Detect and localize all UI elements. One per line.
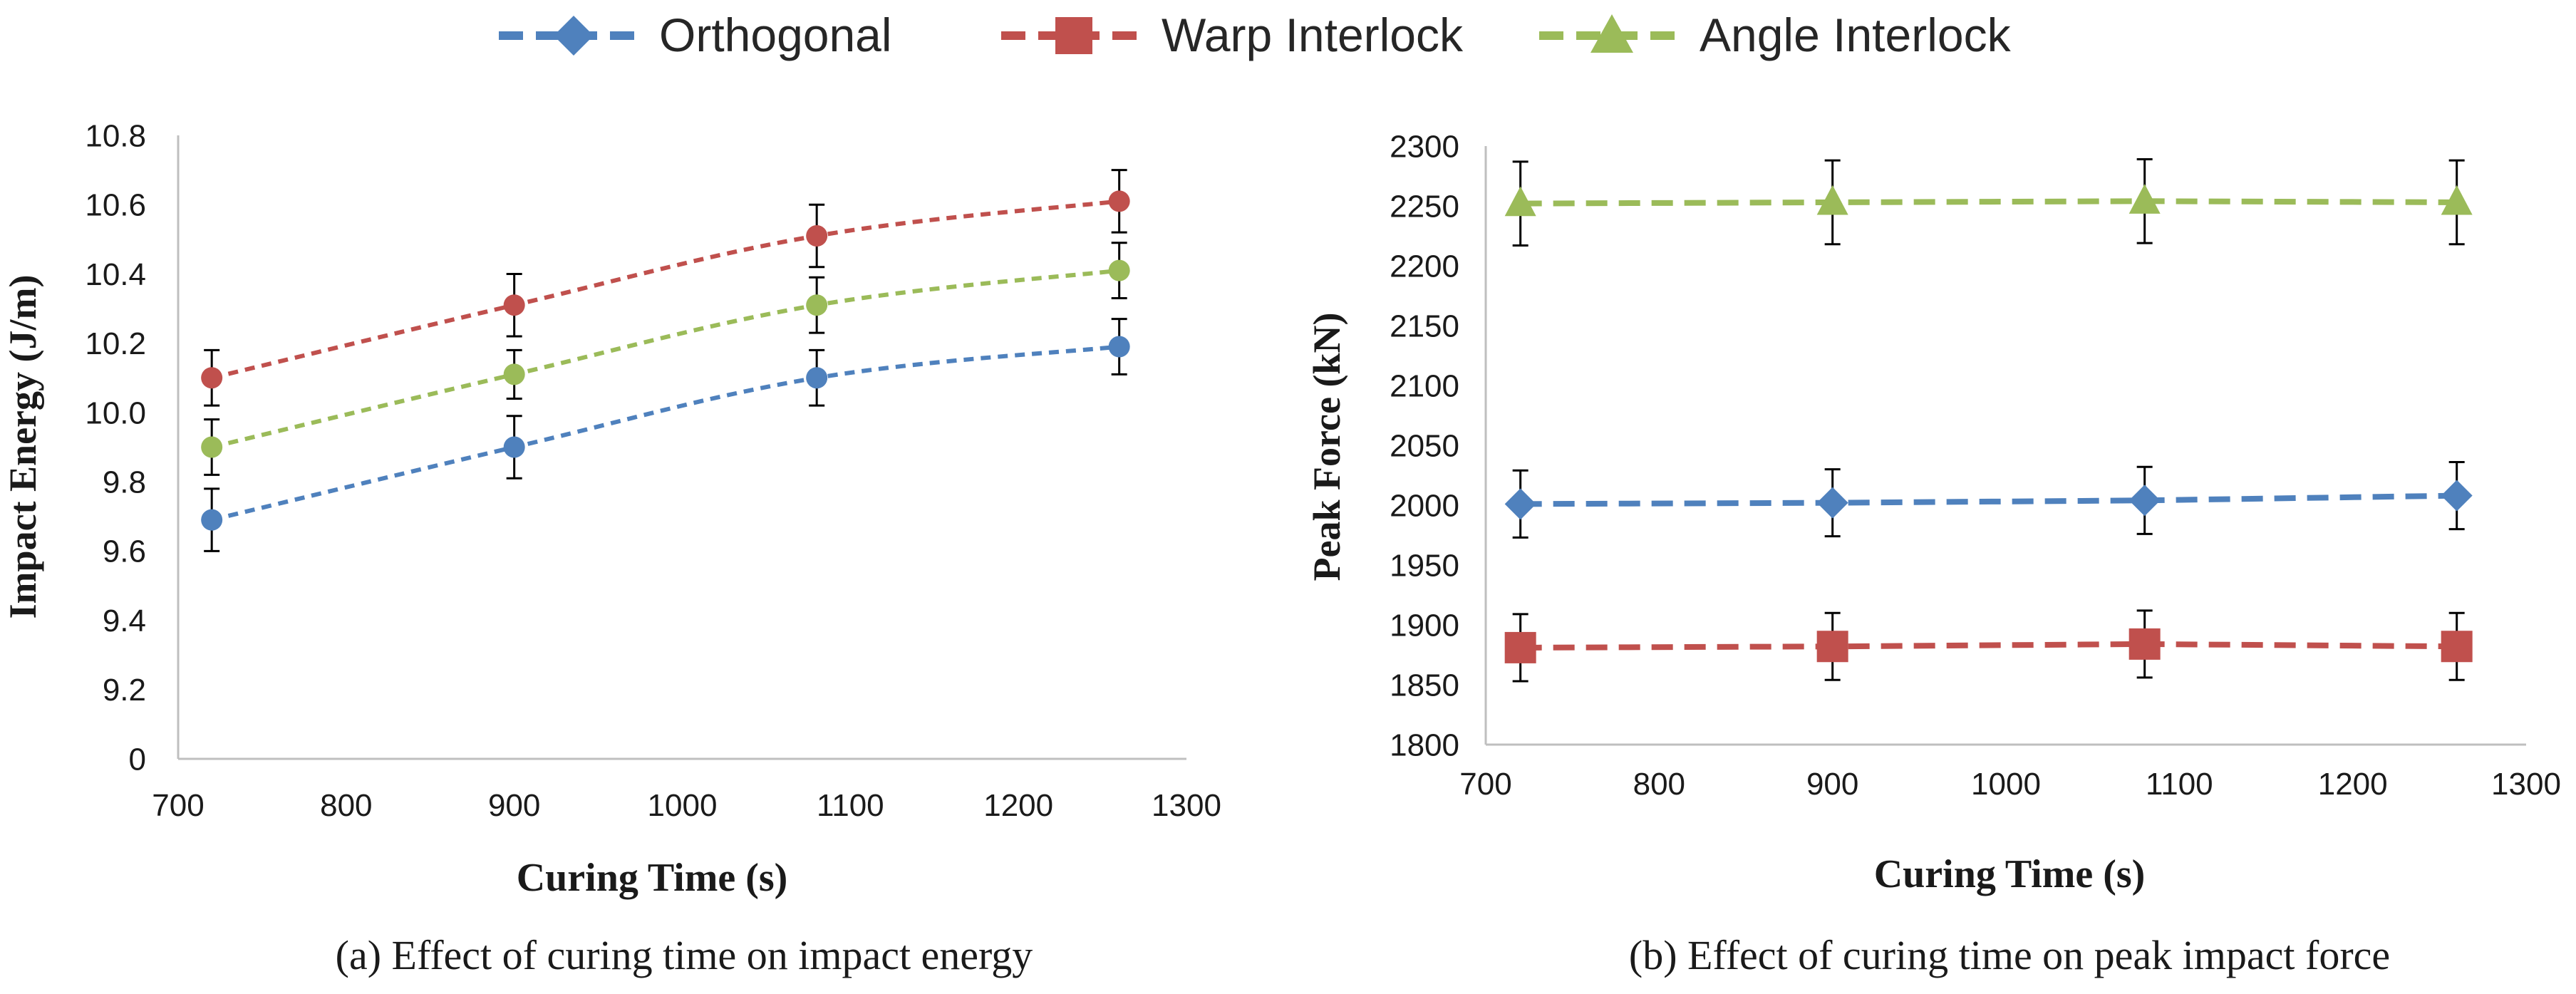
triangle-marker-icon [1590, 14, 1633, 53]
x-tick-labels: 700 800 900 1000 1100 1200 1300 [152, 788, 1221, 823]
y-tick-label: 10.8 [85, 118, 146, 153]
x-tick-label: 1100 [817, 788, 884, 823]
data-point [806, 367, 828, 389]
legend-item-orthogonal: Orthogonal [499, 9, 892, 61]
x-tick-label: 900 [1806, 767, 1858, 802]
caption-b: (b) Effect of curing time on peak impact… [1629, 932, 2390, 978]
y-tick-label: 1950 [1390, 548, 1459, 583]
legend: Orthogonal Warp Interlock Angle Interloc… [499, 9, 2012, 61]
y-tick-label: 2100 [1390, 368, 1459, 403]
x-axis-label: Curing Time (s) [517, 856, 788, 900]
y-tick-label: 2300 [1390, 129, 1459, 164]
data-point [1816, 487, 1848, 519]
series-line [211, 268, 1120, 450]
x-tick-label: 1100 [2146, 767, 2213, 802]
y-tick-label: 9.4 [103, 604, 146, 638]
series-line [1520, 492, 2457, 507]
data-point [2441, 480, 2473, 512]
data-point [2128, 184, 2161, 214]
y-tick-label: 10.6 [85, 188, 146, 223]
y-tick-label: 9.2 [103, 673, 146, 708]
data-point [1108, 336, 1130, 358]
data-point [1816, 185, 1848, 215]
x-tick-label: 1300 [1152, 788, 1221, 823]
series-line [211, 344, 1119, 522]
x-tick-label: 700 [1459, 767, 1511, 802]
data-point [1816, 631, 1848, 663]
series-orthogonal [1504, 461, 2473, 539]
series-angle-interlock [201, 242, 1130, 476]
data-point [1108, 190, 1130, 212]
data-point [2128, 485, 2161, 517]
data-point [201, 436, 223, 458]
y-axis-label: Peak Force (kN) [1305, 313, 1348, 581]
legend-label-orthogonal: Orthogonal [659, 9, 892, 61]
caption-a: (a) Effect of curing time on impact ener… [336, 932, 1033, 978]
y-tick-label: 1850 [1390, 668, 1459, 703]
y-tick-label: 2150 [1390, 309, 1459, 343]
data-point [503, 363, 525, 385]
x-axis-label: Curing Time (s) [1874, 852, 2146, 896]
legend-item-angle-interlock: Angle Interlock [1539, 9, 2012, 61]
y-tick-label: 10.0 [85, 395, 146, 430]
y-tick-label: 2250 [1390, 189, 1459, 224]
data-point [1108, 259, 1130, 281]
data-point [503, 436, 525, 458]
series-orthogonal [201, 318, 1130, 552]
y-tick-label: 2050 [1390, 428, 1459, 463]
x-tick-label: 1000 [1971, 767, 2041, 802]
legend-item-warp-interlock: Warp Interlock [1001, 9, 1464, 61]
y-tick-label: 10.4 [85, 257, 146, 292]
legend-label-angle-interlock: Angle Interlock [1700, 9, 2012, 61]
plot-area [1504, 157, 2473, 683]
data-point [2128, 628, 2161, 660]
data-point [1504, 488, 1536, 520]
x-tick-label: 800 [320, 788, 372, 823]
data-point [201, 367, 223, 389]
data-point [2441, 185, 2473, 215]
series-line [211, 199, 1120, 380]
diamond-marker-icon [554, 16, 594, 56]
data-point [201, 509, 223, 531]
y-tick-label: 0 [129, 742, 146, 777]
square-marker-icon [1055, 17, 1092, 54]
x-tick-label: 1200 [983, 788, 1053, 823]
series-warp-interlock [201, 169, 1130, 407]
y-tick-label: 1800 [1390, 728, 1459, 762]
y-tick-label: 9.8 [103, 465, 146, 500]
y-axis-label: Impact Energy (J/m) [1, 275, 44, 619]
y-tick-label: 10.2 [85, 326, 146, 361]
x-tick-label: 700 [152, 788, 204, 823]
x-tick-label: 1000 [648, 788, 718, 823]
x-tick-label: 900 [488, 788, 540, 823]
y-tick-labels: 0 9.2 9.4 9.6 9.8 10.0 10.2 10.4 10.6 10.8 [85, 118, 146, 777]
data-point [806, 224, 828, 247]
y-tick-label: 1900 [1390, 608, 1459, 643]
series-warp-interlock [1504, 609, 2473, 683]
plot-area [201, 169, 1130, 552]
data-point [806, 294, 828, 316]
chart-impact-energy: 0 9.2 9.4 9.6 9.8 10.0 10.2 10.4 10.6 10.8 700 800… [1, 118, 1221, 900]
data-point [2441, 631, 2473, 663]
data-point [503, 294, 525, 316]
x-tick-labels: 700 800 900 1000 1100 1200 1300 [1459, 767, 2561, 802]
data-point [1504, 631, 1536, 663]
y-tick-label: 2000 [1390, 488, 1459, 523]
y-tick-label: 9.6 [103, 534, 146, 569]
x-tick-label: 1300 [2491, 767, 2561, 802]
chart-peak-force: 1800 1850 1900 1950 2000 2050 2100 2150 2200 2250… [1305, 129, 2561, 896]
series-line [1520, 198, 2457, 207]
x-tick-label: 800 [1633, 767, 1685, 802]
series-line [1520, 641, 2457, 651]
x-tick-label: 1200 [2318, 767, 2388, 802]
y-tick-labels: 1800 1850 1900 1950 2000 2050 2100 2150 2200 2250… [1390, 129, 1459, 762]
legend-label-warp-interlock: Warp Interlock [1162, 9, 1464, 61]
data-point [1504, 186, 1536, 217]
y-tick-label: 2200 [1390, 249, 1459, 284]
series-angle-interlock [1504, 157, 2473, 247]
